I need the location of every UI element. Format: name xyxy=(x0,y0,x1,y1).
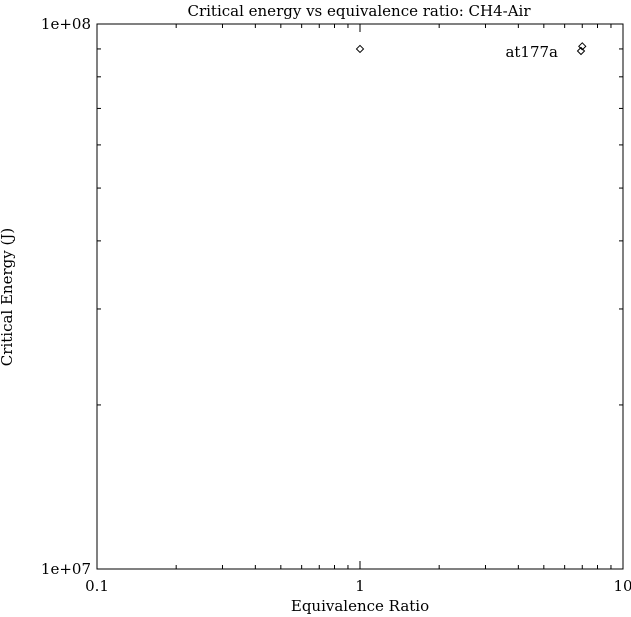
y-tick-label: 1e+08 xyxy=(41,15,91,33)
x-axis-label: Equivalence Ratio xyxy=(291,597,429,615)
data-points xyxy=(355,42,587,54)
chart-title: Critical energy vs equivalence ratio: CH… xyxy=(187,2,531,20)
axis-ticks xyxy=(96,23,624,570)
x-tick-label: 1 xyxy=(355,577,365,595)
x-tick-label: 0.1 xyxy=(85,577,109,595)
x-tick-label: 10 xyxy=(613,577,631,595)
legend-marker-diamond xyxy=(576,46,586,56)
plot-frame xyxy=(96,23,624,570)
y-axis-label: Critical Energy (J) xyxy=(0,228,16,366)
data-point xyxy=(355,44,365,54)
legend-label: at177a xyxy=(505,43,558,61)
y-tick-label: 1e+07 xyxy=(41,560,91,578)
axis-tick-labels: 0.1 1 10 1e+07 1e+08 xyxy=(41,15,631,595)
data-point xyxy=(578,42,587,51)
legend-marker xyxy=(576,46,586,56)
